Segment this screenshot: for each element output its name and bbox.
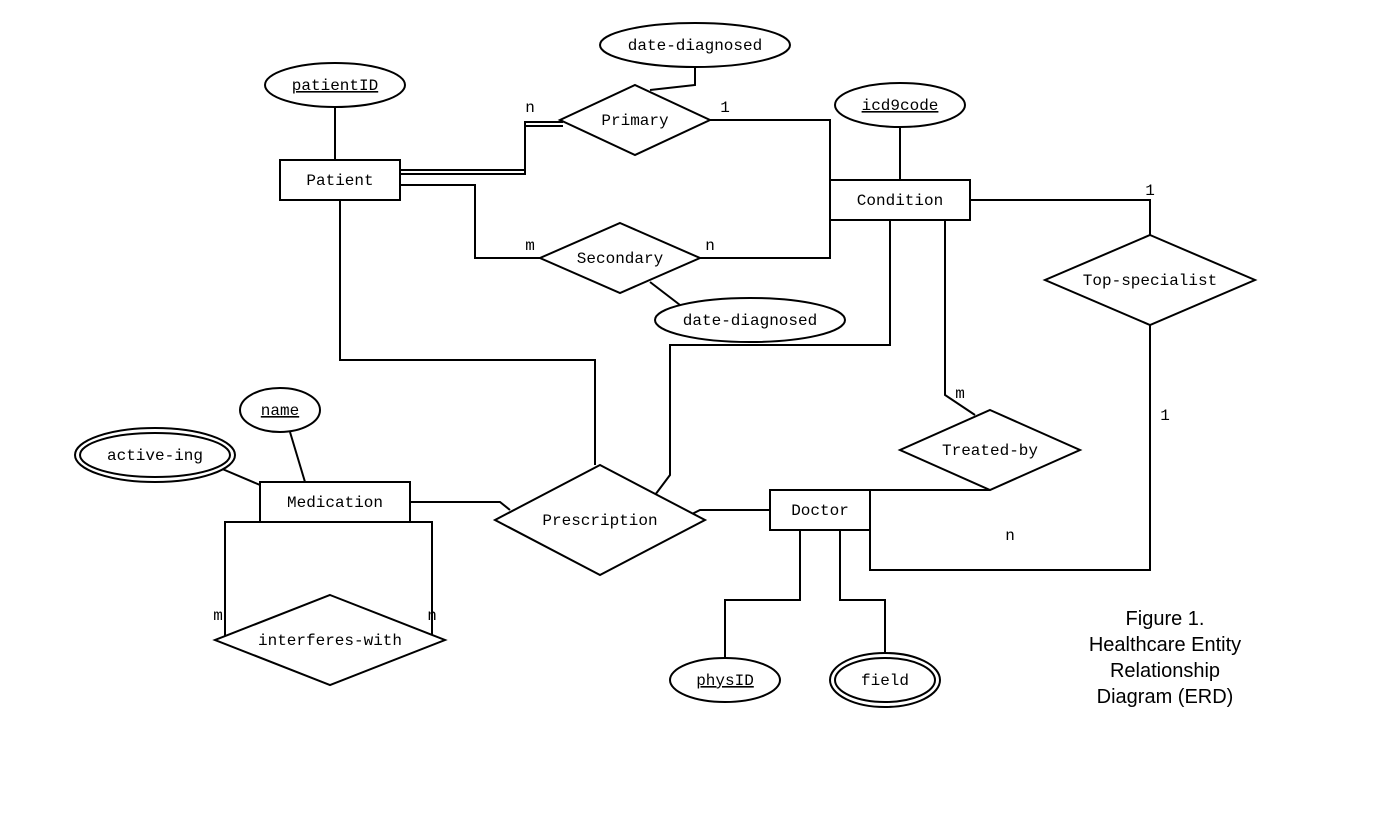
relationship-interferes-label: interferes-with [258, 632, 402, 650]
edge-physID-doctor [725, 530, 800, 658]
cardinality-3: n [705, 237, 715, 255]
edge-medication-prescription [410, 502, 510, 510]
entity-condition-label: Condition [857, 192, 943, 210]
attribute-patientID-label: patientID [292, 77, 378, 95]
cardinality-8: m [213, 607, 223, 625]
cardinality-9: n [427, 607, 437, 625]
relationship-prescription-label: Prescription [542, 512, 657, 530]
edge-patient-primary-double [400, 126, 563, 174]
cardinality-2: m [525, 237, 535, 255]
edge-doctor-prescription [690, 510, 770, 515]
caption-line-2: Healthcare Entity [1089, 634, 1241, 656]
cardinality-7: n [1005, 527, 1015, 545]
edge-patient-primary [400, 122, 563, 170]
edge-active-ing-medication [220, 468, 260, 485]
edge-patient-prescription [340, 200, 595, 465]
relationship-treated-by-label: Treated-by [942, 442, 1038, 460]
erd-diagram: Patient Condition Medication Doctor Primary S… [0, 0, 1384, 836]
cardinality-4: 1 [1145, 182, 1155, 200]
attribute-date-diag-1-label: date-diagnosed [628, 37, 762, 55]
attribute-active-ing-label: active-ing [107, 447, 203, 465]
relationship-primary-label: Primary [601, 112, 669, 130]
relationship-top-specialist-label: Top-specialist [1083, 272, 1217, 290]
attribute-name-label: name [261, 402, 299, 420]
entity-doctor-label: Doctor [791, 502, 849, 520]
relationship-secondary-label: Secondary [577, 250, 664, 268]
attribute-field-label: field [861, 672, 909, 690]
caption-line-4: Diagram (ERD) [1097, 686, 1234, 708]
edge-patient-secondary [400, 185, 540, 258]
cardinality-6: m [955, 385, 965, 403]
entity-medication-label: Medication [287, 494, 383, 512]
edge-field-doctor [840, 530, 885, 658]
cardinality-1: 1 [720, 99, 730, 117]
cardinality-5: 1 [1160, 407, 1170, 425]
attribute-date-diag-2-label: date-diagnosed [683, 312, 817, 330]
edge-secondary-condition [700, 220, 830, 258]
caption-line-1: Figure 1. [1126, 608, 1205, 630]
edge-treated-by-doctor [870, 490, 990, 495]
edge-condition-top-specialist [970, 200, 1150, 235]
entity-patient-label: Patient [306, 172, 373, 190]
attribute-icd9code-label: icd9code [862, 97, 939, 115]
edge-primary-condition [710, 120, 830, 180]
edge-date-diag-1-primary [650, 67, 695, 90]
attribute-physID-label: physID [696, 672, 754, 690]
edge-name-medication [290, 432, 305, 482]
edge-date-diag-2-secondary [650, 282, 680, 305]
caption-line-3: Relationship [1110, 660, 1220, 682]
cardinality-0: n [525, 99, 535, 117]
